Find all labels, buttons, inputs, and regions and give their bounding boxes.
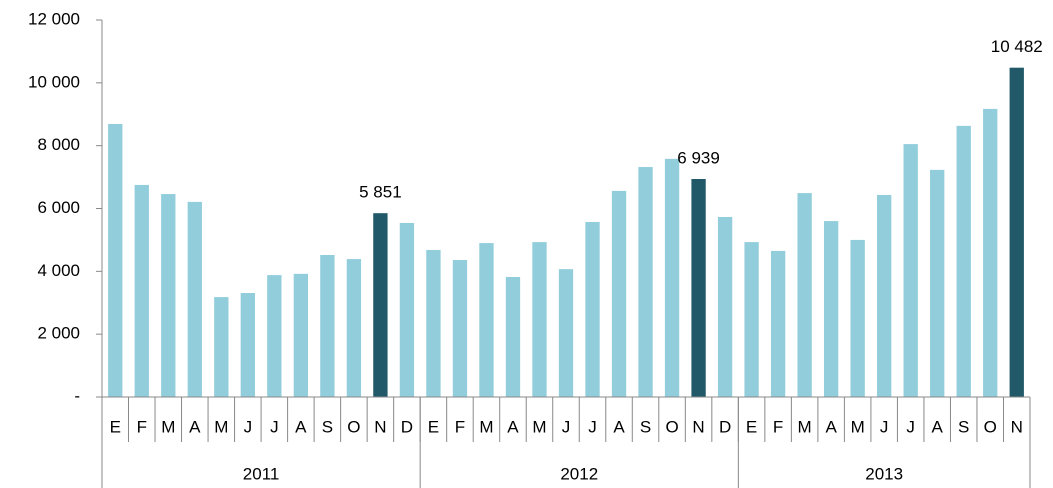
x-tick-label: J bbox=[270, 417, 279, 436]
bar bbox=[452, 260, 468, 397]
x-tick-label: O bbox=[347, 417, 360, 436]
x-tick-label: E bbox=[428, 417, 439, 436]
x-tick-label: J bbox=[880, 417, 889, 436]
bar bbox=[134, 184, 149, 397]
x-tick-label: D bbox=[401, 417, 413, 436]
x-tick-label: E bbox=[110, 417, 121, 436]
x-tick-label: M bbox=[479, 417, 493, 436]
bar bbox=[877, 194, 892, 397]
x-tick-label: D bbox=[719, 417, 731, 436]
y-tick-label: - bbox=[74, 386, 80, 405]
value-label: 6 939 bbox=[677, 148, 720, 167]
x-tick-label: M bbox=[532, 417, 546, 436]
x-tick-label: F bbox=[137, 417, 147, 436]
x-tick-label: O bbox=[665, 417, 678, 436]
x-tick-label: J bbox=[562, 417, 571, 436]
bar bbox=[373, 213, 388, 397]
x-tick-label: N bbox=[374, 417, 386, 436]
x-tick-label: E bbox=[746, 417, 757, 436]
y-tick-label: 4 000 bbox=[37, 261, 80, 280]
bar bbox=[585, 222, 600, 397]
bar bbox=[611, 190, 627, 397]
x-tick-label: S bbox=[322, 417, 333, 436]
x-tick-label: A bbox=[825, 417, 837, 436]
y-tick-label: 6 000 bbox=[37, 198, 80, 217]
bar bbox=[240, 293, 255, 397]
x-tick-label: A bbox=[932, 417, 944, 436]
x-tick-label: A bbox=[613, 417, 625, 436]
x-tick-label: J bbox=[588, 417, 597, 436]
bar bbox=[664, 158, 680, 397]
x-tick-label: M bbox=[851, 417, 865, 436]
bar bbox=[479, 243, 494, 397]
bar bbox=[983, 108, 998, 397]
bar bbox=[744, 242, 759, 397]
bar bbox=[267, 275, 282, 397]
x-tick-label: F bbox=[455, 417, 465, 436]
x-tick-label: A bbox=[295, 417, 307, 436]
bar bbox=[797, 193, 812, 397]
bar bbox=[903, 144, 918, 397]
x-tick-label: F bbox=[773, 417, 783, 436]
x-tick-label: S bbox=[640, 417, 651, 436]
y-tick-label: 2 000 bbox=[37, 324, 80, 343]
bar bbox=[1009, 67, 1024, 398]
bar bbox=[930, 169, 945, 397]
bar bbox=[505, 276, 521, 397]
x-tick-label: S bbox=[958, 417, 969, 436]
bar bbox=[770, 250, 786, 397]
bar bbox=[187, 201, 202, 397]
bar bbox=[717, 216, 733, 397]
value-label: 5 851 bbox=[359, 183, 402, 202]
x-tick-label: O bbox=[984, 417, 997, 436]
bar bbox=[161, 194, 176, 397]
bar bbox=[956, 125, 971, 397]
x-tick-label: N bbox=[1011, 417, 1023, 436]
x-tick-label: J bbox=[906, 417, 915, 436]
bar bbox=[691, 178, 706, 397]
bar bbox=[850, 239, 865, 397]
bar bbox=[399, 222, 415, 397]
bar bbox=[320, 254, 335, 397]
bar bbox=[426, 249, 441, 397]
x-tick-label: J bbox=[244, 417, 253, 436]
bar bbox=[638, 167, 653, 397]
bar bbox=[558, 269, 574, 397]
x-tick-label: N bbox=[692, 417, 704, 436]
group-label: 2011 bbox=[243, 464, 280, 483]
y-tick-label: 10 000 bbox=[28, 72, 80, 91]
value-label: 10 482 bbox=[991, 37, 1043, 56]
y-tick-label: 8 000 bbox=[37, 135, 80, 154]
bar bbox=[346, 259, 362, 397]
group-label: 2012 bbox=[560, 464, 598, 483]
bar bbox=[108, 123, 123, 397]
y-tick-label: 12 000 bbox=[28, 9, 80, 28]
x-tick-label: A bbox=[189, 417, 201, 436]
x-tick-label: M bbox=[798, 417, 812, 436]
bar bbox=[823, 221, 839, 397]
bar bbox=[532, 242, 547, 397]
x-tick-label: M bbox=[161, 417, 175, 436]
x-tick-label: M bbox=[214, 417, 228, 436]
group-label: 2013 bbox=[865, 464, 903, 483]
bar bbox=[293, 273, 309, 397]
bar bbox=[214, 297, 229, 397]
x-tick-label: A bbox=[507, 417, 519, 436]
